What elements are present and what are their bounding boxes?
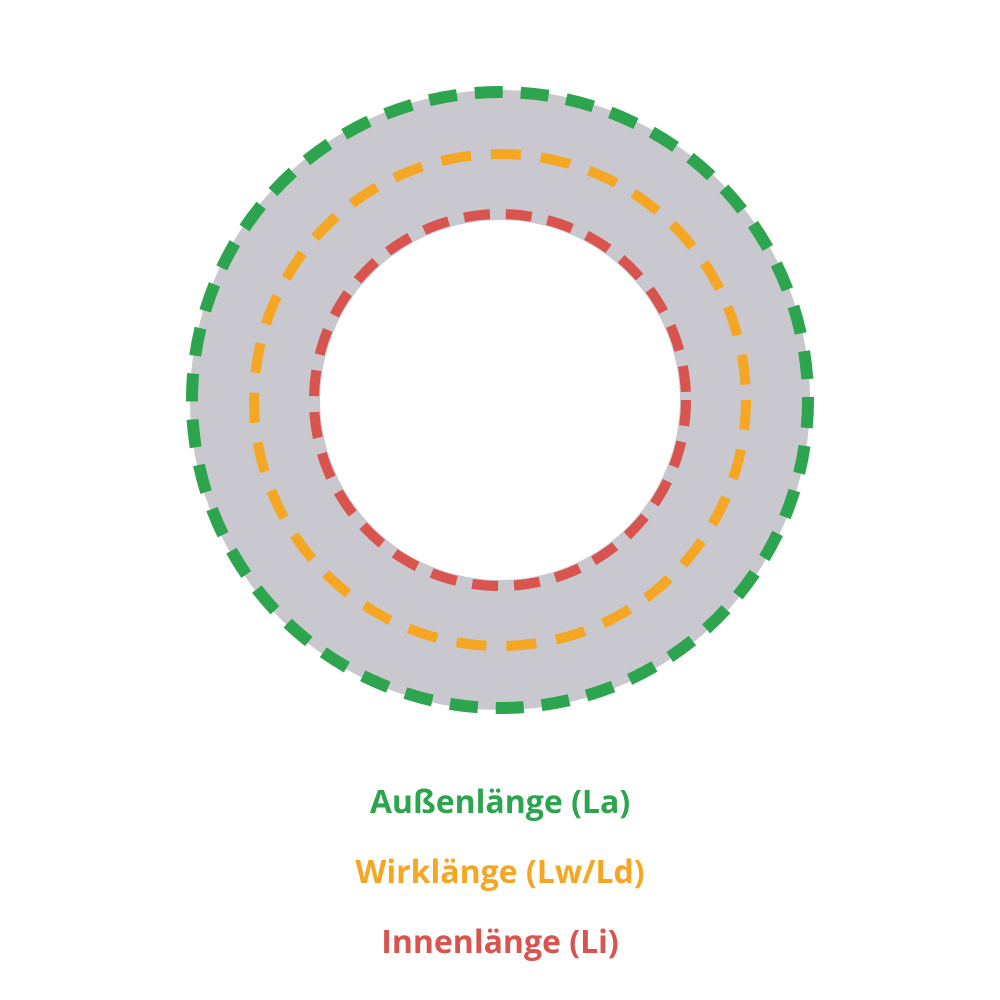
legend-inner: Innenlänge (Li) xyxy=(0,920,1000,963)
inner-circle xyxy=(314,214,686,586)
legend-outer: Außenlänge (La) xyxy=(0,780,1000,823)
legend-middle: Wirklänge (Lw/Ld) xyxy=(0,850,1000,893)
belt-length-diagram: Außenlänge (La) Wirklänge (Lw/Ld) Innenl… xyxy=(0,0,1000,1000)
